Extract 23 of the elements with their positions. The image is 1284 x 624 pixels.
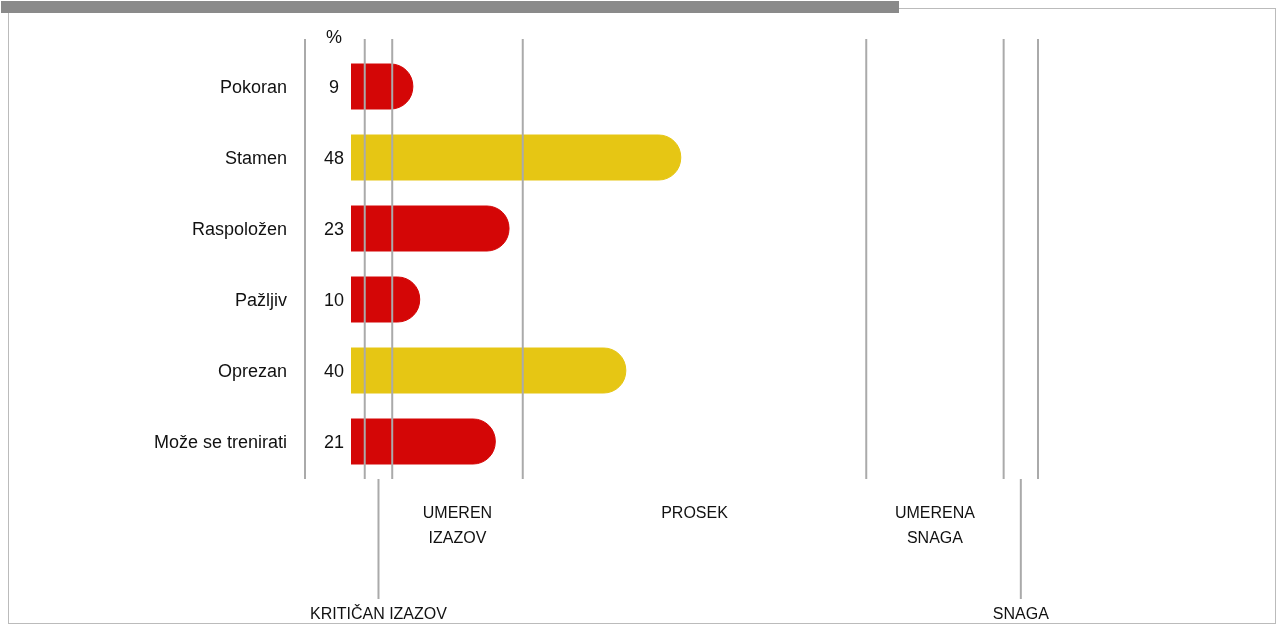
text: UMEREN IZAZOV [422,504,493,546]
text: % [325,27,343,47]
y-tick-label: Oprezan [217,360,287,381]
text: SNAGA [992,605,1050,622]
bar [351,418,496,465]
bar [351,134,682,181]
bar [351,205,510,252]
y-tick-label: Može se trenirati [153,431,287,452]
y-tick-label: Raspoložen [191,218,287,239]
data-label: 9 [328,76,340,97]
text: KRITIČAN IZAZOV [310,604,448,622]
text: UMERENA SNAGA [894,504,976,546]
data-label: 21 [323,431,345,452]
data-label: 40 [323,360,345,381]
data-label: 23 [323,218,345,239]
y-tick-label: Stamen [224,147,287,168]
text: PROSEK [661,504,729,521]
bar [351,347,627,394]
bar [351,276,421,323]
y-tick-label: Pažljiv [234,289,287,310]
y-tick-label: Pokoran [219,76,287,97]
data-label: 48 [323,147,345,168]
data-label: 10 [323,289,345,310]
